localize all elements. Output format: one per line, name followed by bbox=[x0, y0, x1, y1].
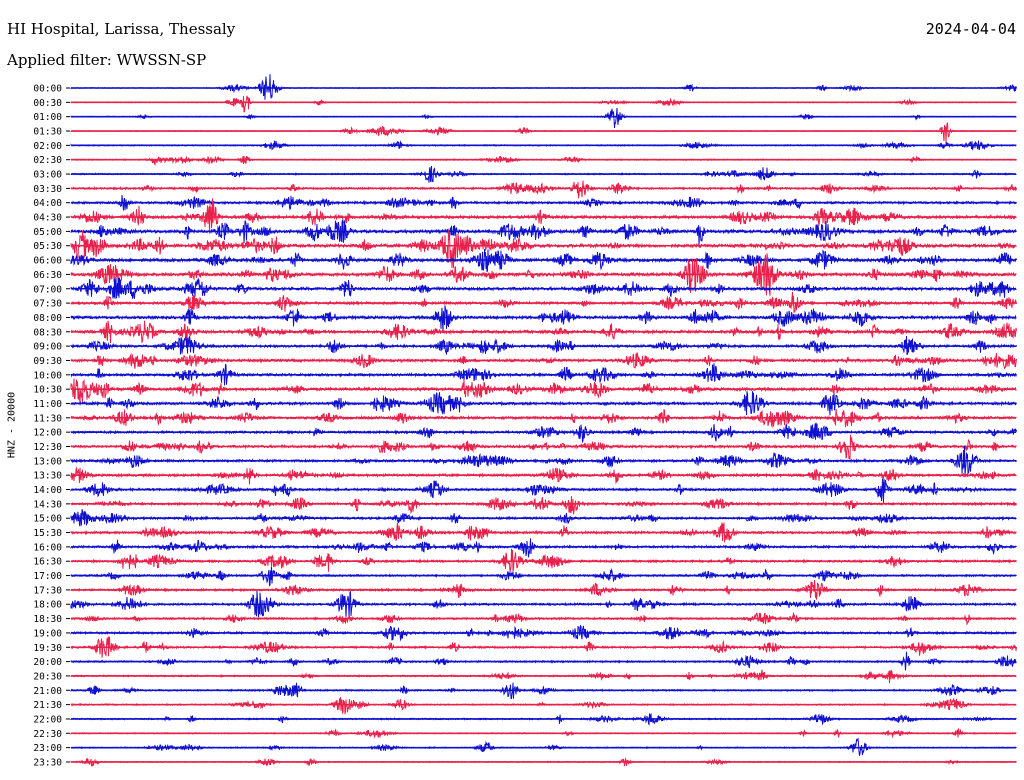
row-label: 02:30 bbox=[33, 155, 62, 166]
trace-1400 bbox=[70, 478, 1017, 503]
row-label: 23:00 bbox=[33, 743, 62, 754]
row-label: 07:00 bbox=[33, 284, 62, 295]
row-label: 08:00 bbox=[33, 313, 62, 324]
date-label: 2024-04-04 bbox=[925, 20, 1016, 38]
trace-0730 bbox=[70, 291, 1017, 314]
row-label: 04:00 bbox=[33, 198, 62, 209]
row-label: 00:00 bbox=[33, 84, 62, 95]
row-label: 15:30 bbox=[33, 528, 62, 539]
row-label: 17:30 bbox=[33, 585, 62, 596]
row-label: 06:00 bbox=[33, 256, 62, 267]
row-label: 03:00 bbox=[33, 170, 62, 181]
row-label: 03:30 bbox=[33, 184, 62, 195]
trace-1330 bbox=[70, 467, 1017, 485]
row-label: 20:00 bbox=[33, 657, 62, 668]
row-label: 02:00 bbox=[33, 141, 62, 152]
row-label: 16:00 bbox=[33, 542, 62, 553]
row-label: 20:30 bbox=[33, 671, 62, 682]
trace-1630 bbox=[70, 548, 1017, 573]
row-label: 12:30 bbox=[33, 442, 62, 453]
row-label: 10:30 bbox=[33, 385, 62, 396]
row-label: 12:00 bbox=[33, 428, 62, 439]
row-label: 09:00 bbox=[33, 342, 62, 353]
trace-2130 bbox=[70, 697, 1017, 715]
row-label: 04:30 bbox=[33, 213, 62, 224]
trace-1600 bbox=[70, 538, 1017, 558]
row-label: 15:00 bbox=[33, 514, 62, 525]
trace-1430 bbox=[70, 496, 1017, 515]
row-label: 17:00 bbox=[33, 571, 62, 582]
row-label: 11:00 bbox=[33, 399, 62, 410]
station-title: HI Hospital, Larissa, Thessaly bbox=[7, 20, 236, 38]
row-label: 21:00 bbox=[33, 686, 62, 697]
row-label: 00:30 bbox=[33, 98, 62, 109]
filter-label: Applied filter: WWSSN-SP bbox=[7, 51, 207, 69]
row-label: 14:00 bbox=[33, 485, 62, 496]
row-label: 01:30 bbox=[33, 127, 62, 138]
row-label: 09:30 bbox=[33, 356, 62, 367]
row-label: 05:00 bbox=[33, 227, 62, 238]
trace-0030 bbox=[70, 95, 1017, 113]
row-label: 13:00 bbox=[33, 456, 62, 467]
row-label: 11:30 bbox=[33, 413, 62, 424]
trace-0130 bbox=[70, 121, 1017, 144]
row-label: 22:30 bbox=[33, 729, 62, 740]
row-label: 16:30 bbox=[33, 557, 62, 568]
row-label: 08:30 bbox=[33, 327, 62, 338]
trace-0330 bbox=[70, 180, 1017, 199]
row-label: 06:30 bbox=[33, 270, 62, 281]
row-label: 23:30 bbox=[33, 757, 62, 768]
row-label: 05:30 bbox=[33, 241, 62, 252]
row-label: 18:30 bbox=[33, 614, 62, 625]
row-label: 13:30 bbox=[33, 471, 62, 482]
row-label: 07:30 bbox=[33, 299, 62, 310]
trace-0500 bbox=[70, 219, 1017, 246]
row-label: 01:00 bbox=[33, 112, 62, 123]
row-label: 14:30 bbox=[33, 499, 62, 510]
trace-0000 bbox=[70, 74, 1017, 100]
row-label: 19:30 bbox=[33, 643, 62, 654]
row-label: 19:00 bbox=[33, 628, 62, 639]
row-label: 10:00 bbox=[33, 370, 62, 381]
trace-0100 bbox=[70, 107, 1017, 129]
row-label: 22:00 bbox=[33, 714, 62, 725]
row-label: 21:30 bbox=[33, 700, 62, 711]
row-label: 18:00 bbox=[33, 600, 62, 611]
